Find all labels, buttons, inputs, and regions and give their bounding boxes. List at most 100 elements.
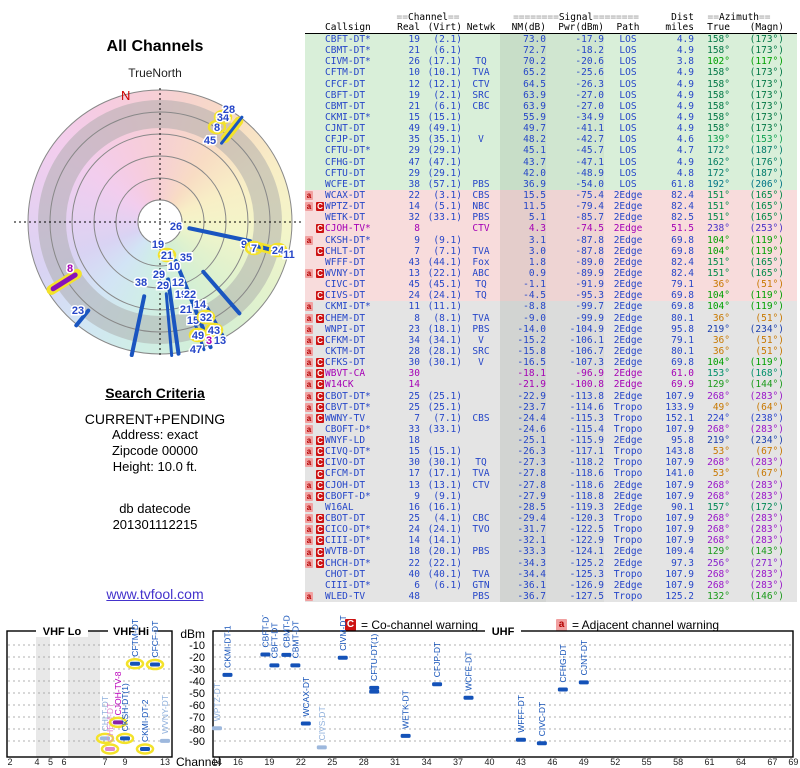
radar-channel-label: 32 bbox=[200, 312, 212, 324]
station-label: WCFE-DT bbox=[464, 652, 474, 691]
table-row: a C CIII-DT* 14 (14.1) -32.1 -122.9 Tropo 107.9 2… bbox=[305, 535, 797, 547]
nm-db-cell: 42.0 bbox=[500, 167, 546, 179]
network-cell: V bbox=[478, 334, 484, 346]
power-dbm-cell: -74.5 bbox=[546, 223, 604, 235]
nm-db-cell: 63.9 bbox=[500, 89, 546, 101]
x-tick-label: 43 bbox=[516, 757, 526, 767]
distance-cell: 82.4 bbox=[671, 267, 694, 279]
power-dbm-cell: -54.0 bbox=[546, 178, 604, 190]
x-tick-label: 37 bbox=[453, 757, 463, 767]
callsign-cell: CBOT-DT* bbox=[325, 390, 371, 402]
nm-db-cell: -29.4 bbox=[500, 513, 546, 525]
azimuth-magn-cell: (119°) bbox=[749, 357, 784, 369]
co-channel-warning-icon: C bbox=[316, 391, 324, 401]
distance-cell: 141.0 bbox=[665, 468, 694, 480]
co-channel-warning-icon: C bbox=[316, 480, 324, 490]
azimuth-true-cell: 129° bbox=[707, 546, 730, 558]
power-dbm-cell: -99.7 bbox=[546, 301, 604, 313]
station-marker bbox=[432, 682, 443, 687]
path-cell: Tropo bbox=[613, 513, 643, 525]
network-cell: PBS bbox=[472, 546, 490, 558]
callsign-cell: WCAX-DT bbox=[325, 189, 366, 201]
y-tick-label: -50 bbox=[189, 688, 205, 700]
path-cell: LOS bbox=[619, 100, 637, 112]
callsign-cell: CBOT-DT bbox=[325, 513, 366, 525]
virtual-channel-cell: (22.1) bbox=[427, 267, 462, 279]
col-header-callsign: Callsign bbox=[325, 22, 371, 33]
power-dbm-cell: -48.9 bbox=[546, 167, 604, 179]
nm-db-cell: -9.0 bbox=[500, 312, 546, 324]
network-cell bbox=[462, 402, 500, 413]
azimuth-true-cell: 53° bbox=[712, 468, 730, 480]
azimuth-true-cell: 104° bbox=[707, 245, 730, 257]
callsign-cell: WETK-DT bbox=[325, 212, 366, 224]
col-header-magn: (Magn) bbox=[749, 22, 784, 33]
warning-cell bbox=[305, 145, 325, 156]
real-channel-cell: 24 bbox=[408, 290, 420, 302]
virtual-channel-cell: (24.1) bbox=[427, 290, 462, 302]
azimuth-magn-cell: (117°) bbox=[749, 56, 784, 68]
network-cell bbox=[462, 168, 500, 179]
warning-cell bbox=[305, 580, 325, 591]
real-channel-cell: 9 bbox=[414, 490, 420, 502]
nm-db-cell: 72.7 bbox=[500, 45, 546, 57]
virtual-channel-cell: (28.1) bbox=[427, 345, 462, 357]
tvfool-link[interactable]: www.tvfool.com bbox=[106, 586, 204, 602]
network-cell: NBC bbox=[472, 201, 490, 213]
network-cell: SRC bbox=[472, 89, 490, 101]
warning-cell bbox=[305, 569, 325, 580]
co-channel-warning-icon: C bbox=[316, 558, 324, 568]
table-row: CBMT-DT* 21 (6.1) 72.7 -18.2 LOS 4.9 158° (173°) bbox=[305, 45, 797, 57]
network-cell: CTV bbox=[472, 78, 490, 90]
distance-cell: 69.8 bbox=[671, 234, 694, 246]
virtual-channel-cell: (22.1) bbox=[427, 557, 462, 569]
radar-channel-label: 21 bbox=[180, 304, 192, 316]
path-cell: 2Edge bbox=[613, 256, 643, 268]
x-tick-label: 40 bbox=[484, 757, 494, 767]
co-channel-warning-icon: C bbox=[316, 536, 324, 546]
azimuth-true-cell: 268° bbox=[707, 457, 730, 469]
station-marker bbox=[130, 661, 140, 666]
nm-db-cell: -31.7 bbox=[500, 524, 546, 536]
distance-cell: 79.1 bbox=[671, 334, 694, 346]
station-marker bbox=[160, 738, 170, 743]
azimuth-magn-cell: (283°) bbox=[749, 535, 784, 547]
adjacent-channel-warning-icon: a bbox=[305, 491, 313, 501]
real-channel-cell: 14 bbox=[408, 535, 420, 547]
table-row: WETK-DT 32 (33.1) PBS 5.1 -85.7 2Edge 82.5 151° (… bbox=[305, 212, 797, 224]
adjacent-channel-warning-icon: a bbox=[305, 235, 313, 245]
azimuth-true-cell: 192° bbox=[707, 178, 730, 190]
azimuth-true-cell: 219° bbox=[707, 323, 730, 335]
dist-group-header: Dist bbox=[671, 12, 694, 23]
power-dbm-cell: -125.3 bbox=[546, 568, 604, 580]
path-cell: 2Edge bbox=[613, 301, 643, 313]
station-label: CHLT-DT bbox=[100, 696, 110, 731]
station-marker bbox=[260, 652, 271, 657]
radar-channel-label: 3 bbox=[206, 335, 212, 347]
network-cell: TQ bbox=[475, 56, 487, 68]
azimuth-magn-cell: (51°) bbox=[755, 345, 784, 357]
real-channel-cell: 30 bbox=[408, 457, 420, 469]
power-dbm-cell: -25.6 bbox=[546, 67, 604, 79]
nm-db-cell: -8.8 bbox=[500, 301, 546, 313]
co-channel-warning-icon: C bbox=[316, 514, 324, 524]
network-cell: CTV bbox=[472, 223, 490, 235]
db-datecode-label: db datecode bbox=[119, 501, 191, 516]
x-tick-label: 52 bbox=[610, 757, 620, 767]
virtual-channel-cell: (24.1) bbox=[427, 524, 462, 536]
azimuth-true-cell: 158° bbox=[707, 45, 730, 57]
table-row: a C WVNY-DT 13 (22.1) ABC 0.9 -89.9 2Edge 82.4 151… bbox=[305, 267, 797, 280]
co-channel-warning-icon: C bbox=[316, 358, 324, 368]
distance-cell: 82.4 bbox=[671, 189, 694, 201]
power-dbm-cell: -87.8 bbox=[546, 234, 604, 246]
azimuth-true-cell: 49° bbox=[712, 401, 730, 413]
nm-db-cell: 15.5 bbox=[500, 189, 546, 202]
azimuth-magn-cell: (173°) bbox=[749, 34, 784, 45]
x-axis-title: Channel bbox=[176, 755, 221, 768]
station-label: CIVS-DT bbox=[317, 706, 327, 740]
power-dbm-cell: -120.3 bbox=[546, 513, 604, 525]
x-tick-label: 55 bbox=[642, 757, 652, 767]
callsign-cell: CKSH-DT* bbox=[325, 234, 371, 246]
